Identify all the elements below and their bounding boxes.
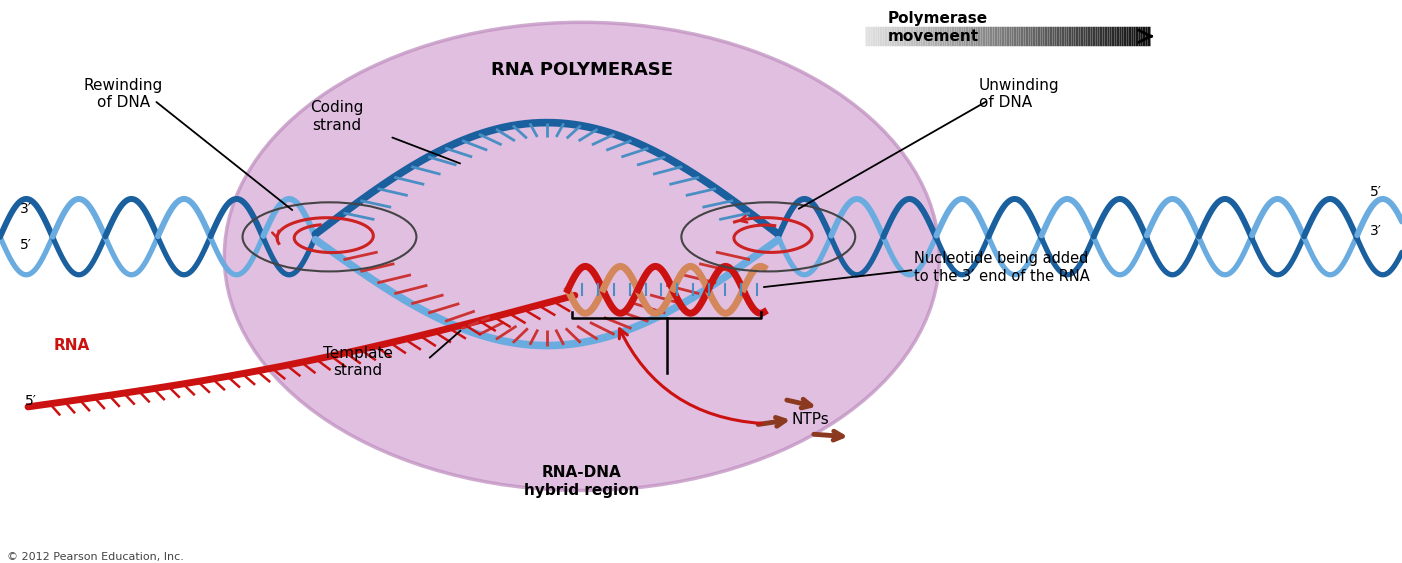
Ellipse shape [224, 23, 939, 490]
Text: Rewinding
of DNA: Rewinding of DNA [84, 78, 163, 110]
Text: RNA: RNA [53, 338, 90, 353]
Text: Template
strand: Template strand [322, 346, 393, 378]
Text: 5′: 5′ [1370, 185, 1381, 199]
Text: 3′: 3′ [20, 202, 31, 216]
Text: © 2012 Pearson Education, Inc.: © 2012 Pearson Education, Inc. [7, 552, 184, 562]
Text: Coding
strand: Coding strand [310, 100, 363, 133]
Text: Polymerase
movement: Polymerase movement [887, 11, 987, 43]
Text: Nucleotide being added
to the 3′ end of the RNA: Nucleotide being added to the 3′ end of … [914, 251, 1089, 284]
Text: 5′: 5′ [25, 394, 36, 408]
Text: Unwinding
of DNA: Unwinding of DNA [979, 78, 1060, 110]
Text: RNA POLYMERASE: RNA POLYMERASE [491, 61, 673, 79]
Text: NTPs: NTPs [792, 413, 829, 427]
Text: 5′: 5′ [20, 238, 31, 252]
Text: RNA-DNA
hybrid region: RNA-DNA hybrid region [524, 466, 639, 498]
Text: 3′: 3′ [1370, 224, 1381, 238]
